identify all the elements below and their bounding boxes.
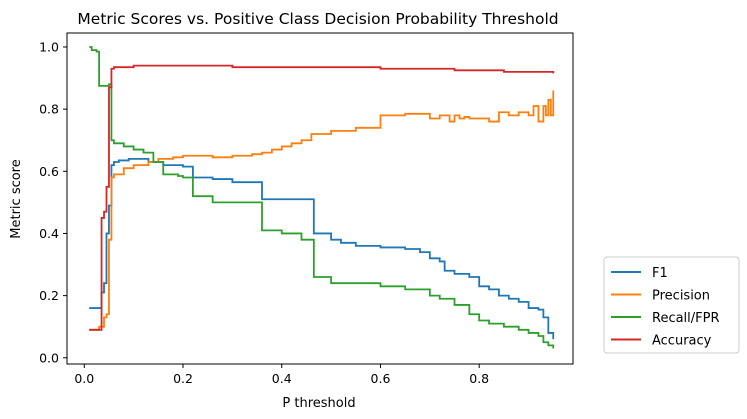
y-axis-label: Metric score <box>9 159 24 238</box>
y-axis-ticks: 0.0 0.2 0.4 0.6 0.8 1.0 <box>39 39 67 365</box>
x-tick-label: 0.4 <box>272 371 292 386</box>
legend-label: Precision <box>652 289 710 304</box>
legend: F1 Precision Recall/FPR Accuracy <box>603 256 740 354</box>
series-line-f1 <box>89 157 555 340</box>
legend-label: F1 <box>652 266 668 281</box>
series-layer <box>89 46 555 349</box>
y-tick-label: 0.2 <box>39 288 59 303</box>
y-tick-label: 1.0 <box>39 39 59 54</box>
series-line-accuracy <box>89 64 555 331</box>
y-tick-label: 0.8 <box>39 102 59 117</box>
series-line-recall-fpr <box>89 46 555 349</box>
x-tick-label: 0.8 <box>469 371 489 386</box>
plot-area-frame <box>66 32 574 365</box>
x-axis-label: P threshold <box>282 396 355 411</box>
legend-label: Accuracy <box>652 334 712 349</box>
x-axis-ticks: 0.0 0.2 0.4 0.6 0.8 <box>74 364 489 386</box>
y-tick-label: 0.6 <box>39 164 59 179</box>
y-tick-label: 0.0 <box>39 350 59 365</box>
series-line-precision <box>89 90 555 331</box>
legend-frame <box>603 256 740 354</box>
legend-label: Recall/FPR <box>652 311 720 326</box>
y-tick-label: 0.4 <box>39 226 59 241</box>
x-tick-label: 0.2 <box>173 371 193 386</box>
chart-title: Metric Scores vs. Positive Class Decisio… <box>77 10 558 28</box>
x-tick-label: 0.0 <box>74 371 94 386</box>
x-tick-label: 0.6 <box>371 371 391 386</box>
